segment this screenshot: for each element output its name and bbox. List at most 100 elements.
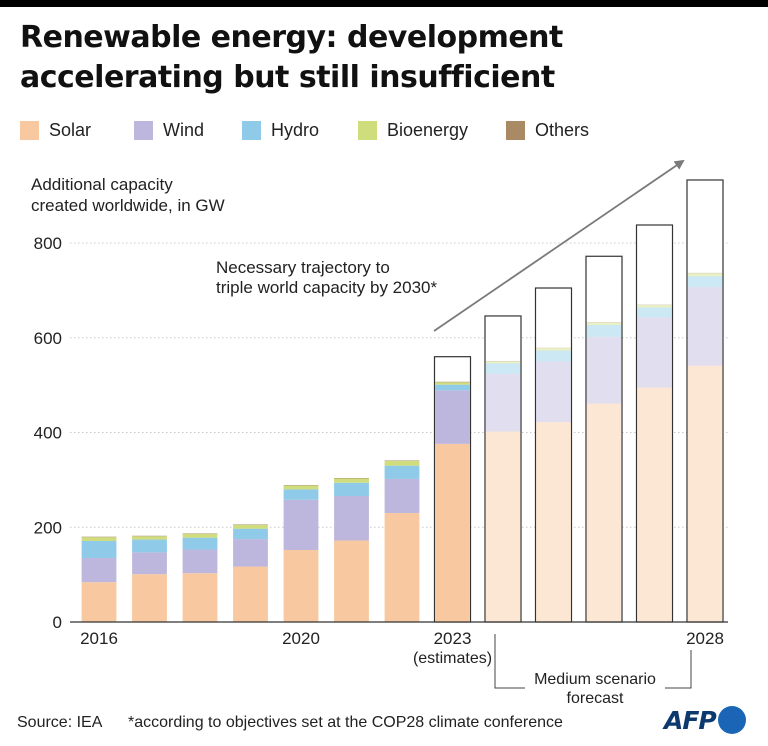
bar-hydro-2019 <box>233 528 268 540</box>
bar-bioenergy-2025 <box>536 348 571 351</box>
legend-swatch-bioenergy <box>358 120 377 140</box>
y-axis-label: Additional capacity created worldwide, i… <box>31 175 225 215</box>
bar-wind-2019 <box>233 539 268 567</box>
bar-solar-2026 <box>586 403 622 622</box>
bar-wind-2020 <box>283 499 319 550</box>
afp-logo: AFP <box>664 703 746 737</box>
bar-hydro-2022 <box>384 465 420 479</box>
legend-item-bioenergy: Bioenergy <box>358 118 468 142</box>
legend-label-hydro: Hydro <box>271 119 320 140</box>
x-tick-label-2028: 2028 <box>686 629 724 648</box>
bar-hydro-2021 <box>334 482 369 496</box>
bar-wind-2016 <box>81 558 117 583</box>
bar-bioenergy-2018 <box>182 533 218 538</box>
bar-wind-2017 <box>132 552 167 575</box>
legend-label-wind: Wind <box>163 119 205 140</box>
bar-hydro-2027 <box>637 307 672 318</box>
bar-solar-2019 <box>233 566 268 622</box>
legend-swatch-hydro <box>242 120 261 140</box>
bar-hydro-2024 <box>485 363 521 374</box>
bar-solar-2028 <box>687 365 723 622</box>
trajectory-box-2026 <box>585 255 623 623</box>
legend-label-others: Others <box>535 119 590 140</box>
legend-item-others: Others <box>506 118 589 142</box>
bar-bioenergy-2021 <box>334 478 369 483</box>
afp-logo-text: AFP <box>664 705 717 735</box>
trajectory-box-2025 <box>534 287 573 623</box>
legend-label-solar: Solar <box>49 119 92 140</box>
trajectory-box-2027 <box>635 224 674 623</box>
chart-title: Renewable energy: development accelerati… <box>20 20 563 95</box>
bar-bioenergy-2028 <box>687 273 723 277</box>
bar-solar-2025 <box>536 422 571 622</box>
forecast-label-line-1: Medium scenario <box>534 671 656 688</box>
legend-swatch-wind <box>134 120 153 140</box>
bar-bioenergy-2019 <box>233 524 268 529</box>
x-tick-label-2023: 2023 <box>434 629 472 648</box>
trajectory-annotation: Necessary trajectory to triple world cap… <box>216 258 438 297</box>
top-bar <box>0 0 768 7</box>
bar-hydro-2026 <box>586 324 622 337</box>
trajectory-box-2028 <box>686 179 724 623</box>
legend-item-hydro: Hydro <box>242 118 319 142</box>
bar-hydro-2017 <box>132 539 167 553</box>
bar-solar-2021 <box>334 540 369 622</box>
bar-wind-2027 <box>637 317 672 388</box>
bar-solar-2018 <box>182 573 218 622</box>
x-tick-label-2016: 2016 <box>80 629 118 648</box>
legend-swatch-solar <box>20 120 39 140</box>
bar-solar-2024 <box>485 431 521 622</box>
bar-solar-2022 <box>384 513 420 622</box>
bar-bioenergy-2016 <box>81 537 117 541</box>
bar-hydro-2020 <box>283 489 319 500</box>
trajectory-box-2024 <box>484 315 522 623</box>
bar-bioenergy-2022 <box>384 460 420 466</box>
forecast-label-line-2: forecast <box>567 690 624 707</box>
bar-bioenergy-2023 <box>435 382 470 385</box>
axes: 0 200 400 600 800 2016 2020 2023 2028 (estimates)… <box>34 234 728 707</box>
bar-solar-2027 <box>637 387 672 622</box>
trajectory-arrow-line <box>433 159 685 332</box>
y-tick-label-0: 0 <box>53 613 62 632</box>
bar-bioenergy-2026 <box>586 322 622 325</box>
y-tick-label-800: 800 <box>34 234 62 253</box>
bar-bioenergy-2017 <box>132 536 167 540</box>
bar-wind-2026 <box>586 336 622 404</box>
legend-item-solar: Solar <box>20 118 91 142</box>
bar-wind-2028 <box>687 287 723 366</box>
bar-hydro-2023 <box>435 384 470 391</box>
bar-bioenergy-2024 <box>485 361 521 364</box>
bar-hydro-2016 <box>81 540 117 559</box>
bar-solar-2020 <box>283 549 319 622</box>
bar-solar-2016 <box>81 582 117 622</box>
x-tick-label-2020: 2020 <box>282 629 320 648</box>
bar-solar-2023 <box>435 443 470 622</box>
bar-wind-2018 <box>182 549 218 574</box>
bar-bioenergy-2020 <box>283 485 319 490</box>
source-note: Source: IEA <box>17 714 103 731</box>
bar-solar-2017 <box>132 574 167 622</box>
bar-wind-2025 <box>536 361 571 423</box>
x-tick-sublabel: (estimates) <box>413 650 492 667</box>
bar-hydro-2018 <box>182 537 218 550</box>
bars <box>81 179 724 623</box>
bar-wind-2023 <box>435 390 470 444</box>
trajectory-arrow <box>433 159 685 332</box>
bar-wind-2024 <box>485 373 521 432</box>
bar-wind-2022 <box>384 478 420 514</box>
bar-bioenergy-2027 <box>637 305 672 308</box>
footnote: *according to objectives set at the COP2… <box>128 714 563 731</box>
bar-wind-2021 <box>334 495 369 541</box>
afp-logo-dot <box>717 706 746 734</box>
y-tick-label-600: 600 <box>34 329 62 348</box>
legend-swatch-others <box>506 120 525 140</box>
legend: Solar Wind Hydro Bioenergy Others <box>20 118 760 142</box>
legend-label-bioenergy: Bioenergy <box>387 119 469 140</box>
legend-item-wind: Wind <box>134 118 204 142</box>
y-tick-label-200: 200 <box>34 518 62 537</box>
forecast-label-backing <box>525 670 665 706</box>
y-tick-label-400: 400 <box>34 424 62 443</box>
bar-hydro-2028 <box>687 276 723 288</box>
bar-hydro-2025 <box>536 350 571 362</box>
